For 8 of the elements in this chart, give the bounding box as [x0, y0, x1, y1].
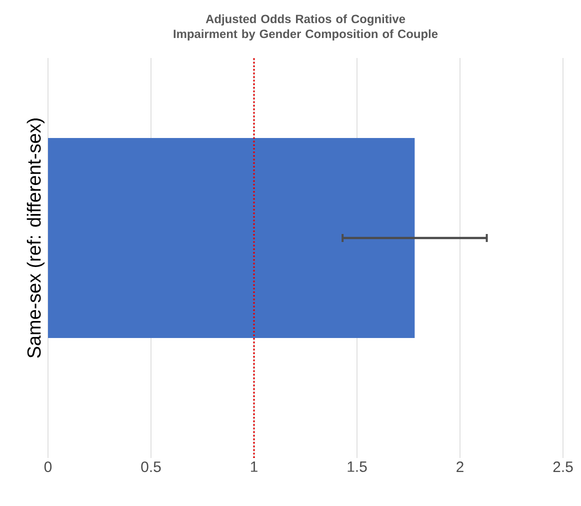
y-tick-label: Same-sex (ref: different-sex) — [26, 118, 44, 358]
x-tick-label: 0.5 — [141, 462, 161, 472]
chart-title: Adjusted Odds Ratios of Cognitive Impairment by Gender Composition of Couple — [174, 14, 438, 40]
x-tick-label: 0 — [44, 462, 52, 472]
x-tick-label: 2 — [456, 462, 464, 472]
x-tick-label: 1.5 — [348, 462, 367, 472]
x-tick-label: 2.5 — [553, 462, 573, 472]
x-tick-label: 1 — [250, 462, 258, 472]
